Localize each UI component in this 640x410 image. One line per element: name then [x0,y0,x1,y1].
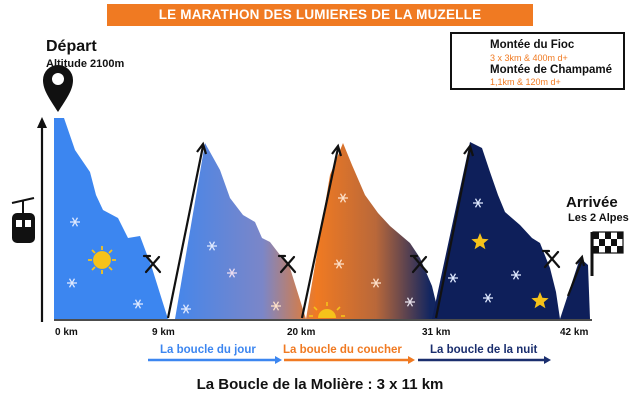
legend-name-champame: Montée de Champamé [490,64,613,76]
finish-label: Arrivée [566,194,618,211]
profile-segment-descent [54,118,168,319]
distance-marker: 9 km [152,327,175,338]
start-label: Départ [46,38,97,55]
finish-place: Les 2 Alpes [568,212,629,224]
loop-label-sunset: La boucle du coucher [283,344,402,356]
snowflake-icon [70,217,80,227]
snowflake-icon [448,273,458,283]
loop-label-day: La boucle du jour [160,344,256,356]
profile-segment-final-climb [560,258,590,319]
loop-arrow-night [418,356,551,364]
fork-knife-icon [142,254,162,274]
legend-name-fioc: Montée du Fioc [490,39,575,51]
altitude-axis-arrow [37,117,47,322]
snowflake-icon [371,278,381,288]
start-altitude: Altitude 2100m [46,58,125,70]
legend-box: Montée du Fioc 3 x 3km & 400m d+ Montée … [450,32,625,90]
loop-label-night: La boucle de la nuit [430,344,538,356]
fork-knife-icon [277,254,297,274]
snowflake-icon [207,241,217,251]
distance-marker: 0 km [55,327,78,338]
climb-arrow [434,143,475,319]
legend-detail-fioc: 3 x 3km & 400m d+ [490,53,568,63]
snowflake-icon [511,270,521,280]
climb-arrow [566,254,586,297]
snowflake-icon [67,278,77,288]
fork-knife-icon [409,254,429,274]
snowflake-icon [133,299,143,309]
snowflake-icon [483,293,493,303]
title-banner: LE MARATHON DES LUMIERES DE LA MUZELLE [107,4,533,26]
snowflake-icon [334,259,344,269]
climb-arrow [300,143,343,319]
snowflake-icon [271,301,281,311]
snowflake-icon [338,193,348,203]
gondola-lift-icon [11,197,35,243]
legend-detail-champame: 1,1km & 120m d+ [490,77,561,87]
distance-marker: 20 km [287,327,316,338]
snowflake-icon [227,268,237,278]
distance-marker: 42 km [560,327,589,338]
snowflake-icon [181,304,191,314]
setting-sun-icon [309,302,345,318]
star-icon [531,292,549,309]
sun-icon [88,246,116,274]
distance-marker: 31 km [422,327,451,338]
loop-arrow-sunset [284,356,415,364]
checkered-flag-icon [590,231,624,276]
bottom-caption: La Boucle de la Molière : 3 x 11 km [196,376,444,393]
loop-arrow-day [148,356,282,364]
snowflake-icon [405,297,415,307]
snowflake-icon [473,198,483,208]
climb-arrow [166,141,208,319]
profile-segment-night [432,142,560,319]
location-pin-icon [43,65,73,112]
profile-segment-loops [175,143,440,319]
fork-knife-icon [541,249,561,269]
star-icon [471,233,489,250]
